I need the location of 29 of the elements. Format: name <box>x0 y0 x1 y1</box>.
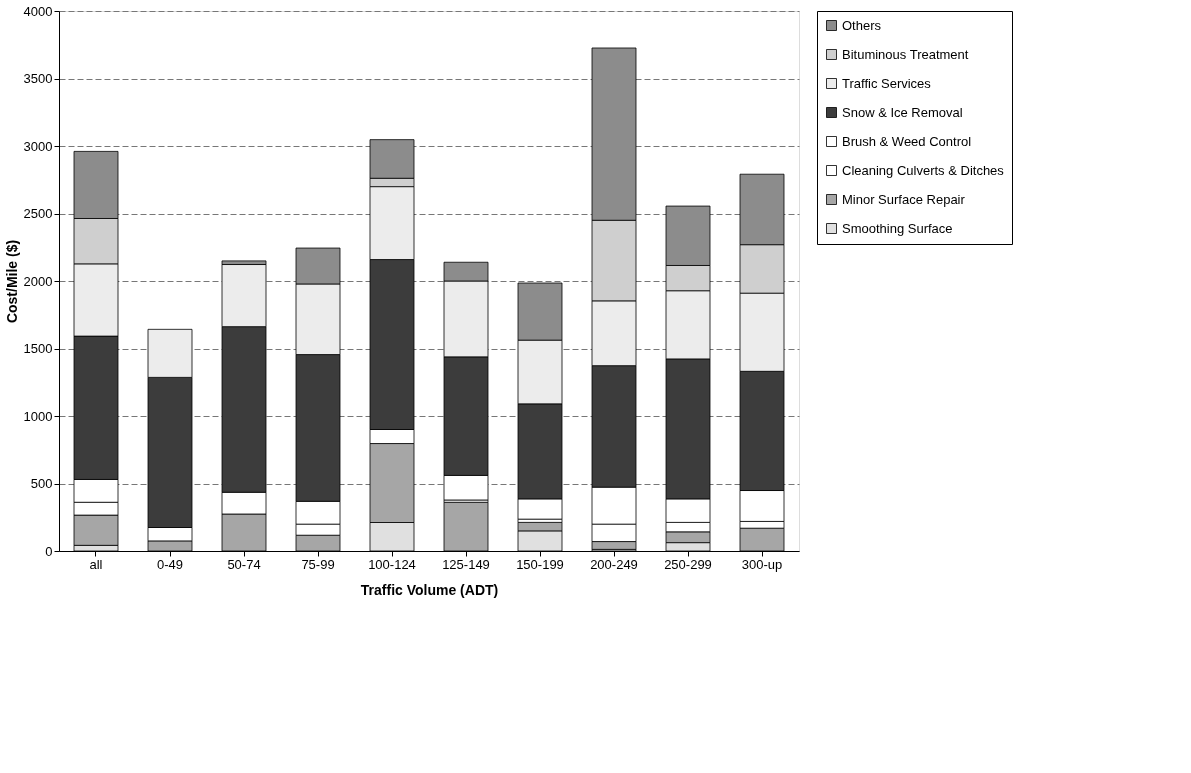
x-tick-label: 250-299 <box>664 556 712 572</box>
x-tick-label: 50-74 <box>227 556 261 572</box>
legend-label: Traffic Services <box>842 75 932 91</box>
y-tick-label: 2000 <box>23 273 53 289</box>
y-tick-label: 4000 <box>23 3 53 19</box>
x-tick-label: 150-199 <box>516 556 564 572</box>
x-tick-label: 125-149 <box>442 556 490 572</box>
x-tick-label: 0-49 <box>156 556 184 572</box>
y-tick-label: 3500 <box>23 71 53 86</box>
x-tick-label: 100-124 <box>368 556 416 572</box>
y-tick-label: 500 <box>30 476 53 491</box>
x-tick-label: 200-249 <box>590 556 638 572</box>
legend-label: Minor Surface Repair <box>842 191 966 207</box>
legend-label: Bituminous Treatment <box>842 46 969 62</box>
x-tick-label: 300-up <box>741 556 783 572</box>
legend-label: Brush & Weed Control <box>842 133 972 149</box>
y-tick-label: 1500 <box>23 341 53 356</box>
legend-label: Cleaning Culverts & Ditches <box>842 162 1005 178</box>
legend-label: Snow & Ice Removal <box>842 104 963 120</box>
y-axis-title: Cost/Mile ($) <box>3 239 20 324</box>
x-axis-title: Traffic Volume (ADT) <box>360 581 499 598</box>
legend-label: Smoothing Surface <box>842 220 953 236</box>
y-tick-label: 1000 <box>23 408 53 424</box>
y-tick-label: 0 <box>45 543 53 559</box>
legend-label: Others <box>842 17 882 33</box>
y-tick-label: 3000 <box>23 138 53 154</box>
y-tick-label: 2500 <box>23 206 53 221</box>
x-tick-label: all <box>89 556 103 572</box>
x-tick-label: 75-99 <box>301 556 335 572</box>
